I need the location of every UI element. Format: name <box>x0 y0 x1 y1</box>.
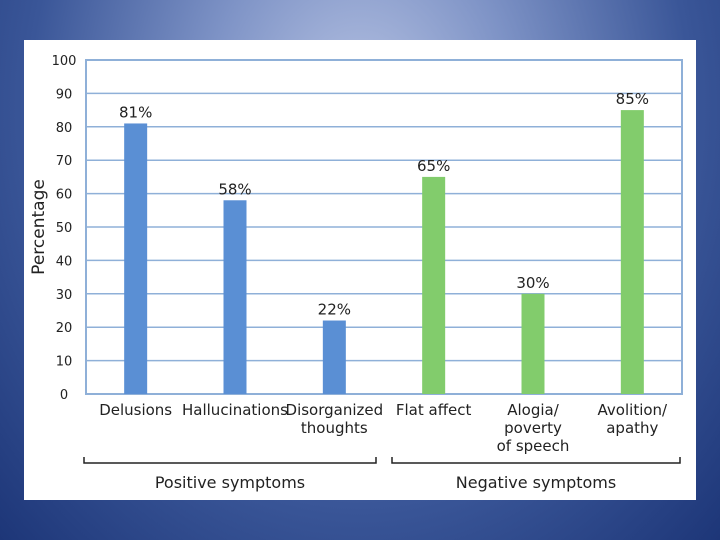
bar <box>322 320 346 394</box>
data-label: 81% <box>119 103 152 121</box>
y-tick-label: 10 <box>56 355 73 370</box>
group-bracket <box>391 457 681 464</box>
gridlines <box>86 59 682 395</box>
data-label: 65% <box>417 157 450 175</box>
chart-panel: 0 10 20 30 40 50 60 70 80 90 100 Percentage 81% 58%… <box>24 40 696 500</box>
bar <box>521 293 545 394</box>
bar-chart: 0 10 20 30 40 50 60 70 80 90 100 Percentage 81% 58%… <box>29 54 683 492</box>
y-tick-label: 20 <box>56 321 73 336</box>
y-axis-label: Percentage <box>29 179 49 275</box>
data-labels: 81% 58% 22% 65% 30% 85% <box>119 90 649 318</box>
y-tick-label: 40 <box>56 254 73 269</box>
y-tick-label: 50 <box>56 221 73 236</box>
y-tick-label: 80 <box>56 121 73 136</box>
group-brackets: Positive symptoms Negative symptoms <box>83 457 681 492</box>
group-label: Positive symptoms <box>155 473 305 492</box>
group-label: Negative symptoms <box>456 473 616 492</box>
data-label: 85% <box>616 90 649 108</box>
data-label: 30% <box>516 274 549 292</box>
category-label: Alogia/poverty of speech <box>497 401 570 455</box>
bar <box>422 176 446 394</box>
y-tick-label: 60 <box>56 188 73 203</box>
y-tick-label: 30 <box>56 288 73 303</box>
y-tick-label: 70 <box>56 154 73 169</box>
y-tick-labels: 0 10 20 30 40 50 60 70 80 90 100 <box>52 54 77 403</box>
bar <box>124 123 148 395</box>
y-tick-label: 100 <box>52 54 77 69</box>
y-tick-label: 0 <box>60 388 68 403</box>
plot-frame <box>85 59 683 395</box>
data-label: 58% <box>218 180 251 198</box>
category-label: Avolition/apathy <box>598 401 669 437</box>
bar <box>620 110 644 394</box>
category-label: Flat affect <box>396 401 472 419</box>
category-label: Disorganized thoughts <box>286 401 384 437</box>
y-tick-label: 90 <box>56 87 73 102</box>
data-label: 22% <box>318 301 351 319</box>
bar <box>223 200 247 394</box>
group-bracket <box>83 457 377 464</box>
bars <box>124 110 644 395</box>
category-label: Hallucinations <box>182 401 288 419</box>
category-label: Delusions <box>99 401 172 419</box>
